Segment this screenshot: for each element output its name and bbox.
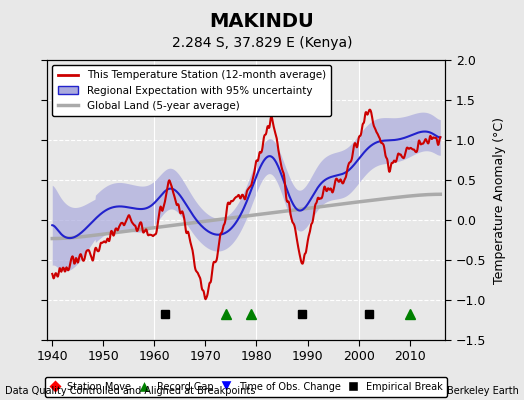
Text: 2.284 S, 37.829 E (Kenya): 2.284 S, 37.829 E (Kenya) (172, 36, 352, 50)
Text: Berkeley Earth: Berkeley Earth (447, 386, 519, 396)
Text: MAKINDU: MAKINDU (210, 12, 314, 31)
Y-axis label: Temperature Anomaly (°C): Temperature Anomaly (°C) (493, 116, 506, 284)
Legend: Station Move, Record Gap, Time of Obs. Change, Empirical Break: Station Move, Record Gap, Time of Obs. C… (45, 377, 447, 397)
Text: Data Quality Controlled and Aligned at Breakpoints: Data Quality Controlled and Aligned at B… (5, 386, 256, 396)
